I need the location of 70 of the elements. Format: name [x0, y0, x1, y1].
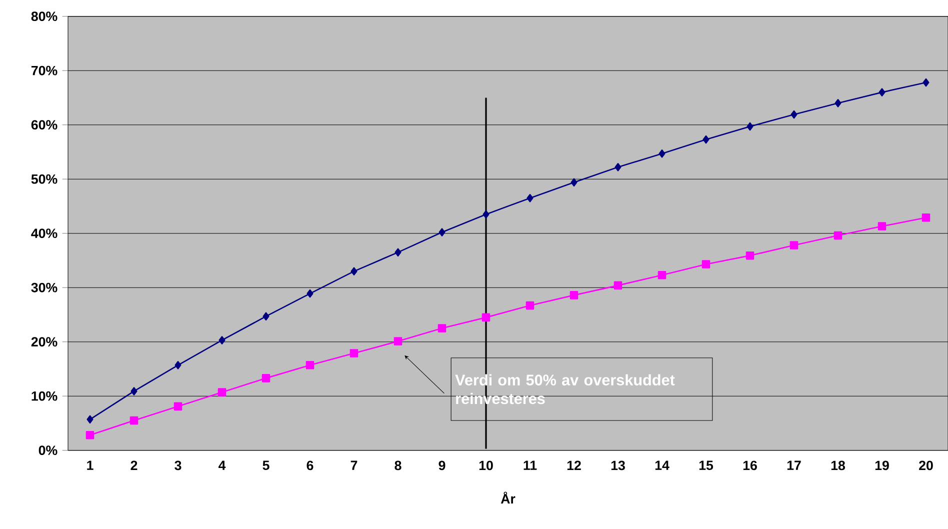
y-tick-label: 40%: [31, 228, 58, 238]
point: [438, 324, 446, 332]
point: [878, 88, 886, 96]
x-tick-label: 9: [438, 460, 446, 470]
point: [394, 337, 402, 346]
x-tick-label: 6: [306, 460, 314, 470]
point: [746, 122, 754, 130]
x-tick-label: 10: [479, 460, 493, 470]
y-tick-label: 80%: [31, 11, 58, 21]
x-tick-label: 14: [655, 460, 670, 470]
x-tick-label: 18: [831, 460, 846, 470]
y-tick-label: 50%: [31, 174, 58, 184]
point: [174, 360, 182, 370]
point: [130, 386, 138, 396]
x-tick-label: 8: [394, 460, 402, 470]
x-tick-label: 20: [919, 460, 933, 470]
point: [350, 267, 358, 276]
point: [350, 348, 358, 358]
x-tick-label: 12: [567, 460, 581, 470]
point: [658, 270, 666, 280]
point: [834, 231, 842, 240]
x-tick-label: 17: [787, 460, 801, 470]
x-tick-label: 19: [875, 460, 889, 470]
point: [922, 213, 930, 222]
point: [262, 312, 270, 320]
point: [438, 228, 446, 236]
x-tick-label: 7: [350, 460, 358, 470]
point: [570, 178, 578, 186]
point: [306, 289, 314, 298]
point: [658, 149, 666, 158]
x-tick-label: 4: [218, 460, 226, 470]
y-tick-label: 0%: [38, 445, 58, 455]
point: [174, 402, 182, 410]
point: [218, 388, 226, 396]
point: [614, 281, 622, 290]
point: [922, 78, 930, 87]
x-axis-title: År: [500, 492, 516, 504]
y-tick-label: 70%: [31, 66, 58, 76]
point: [130, 416, 138, 424]
y-tick-label: 10%: [32, 391, 58, 401]
point: [790, 240, 798, 250]
point: [86, 415, 94, 424]
x-tick-label: 15: [699, 460, 714, 470]
point: [834, 98, 842, 108]
x-tick-label: 2: [130, 460, 138, 470]
point: [790, 110, 798, 119]
y-tick-label: 20%: [31, 336, 58, 346]
point: [306, 360, 314, 370]
x-tick-label: 5: [262, 460, 270, 470]
point: [614, 162, 622, 172]
point: [526, 194, 534, 202]
x-tick-label: 16: [743, 460, 757, 470]
y-tick-label: 30%: [31, 282, 58, 292]
x-tick-label: 13: [611, 460, 625, 470]
point: [702, 260, 710, 268]
point: [746, 251, 754, 260]
x-tick-label: 11: [524, 460, 537, 470]
point: [702, 135, 710, 144]
point: [570, 290, 578, 300]
point: [526, 301, 534, 310]
point: [878, 222, 886, 230]
point: [218, 336, 226, 344]
x-tick-label: 1: [87, 460, 94, 470]
point: [482, 313, 490, 322]
point: [86, 430, 94, 440]
point: [482, 210, 490, 218]
y-tick-label: 60%: [31, 120, 58, 130]
point: [394, 248, 402, 256]
x-tick-label: 3: [174, 460, 182, 470]
point: [262, 374, 270, 382]
